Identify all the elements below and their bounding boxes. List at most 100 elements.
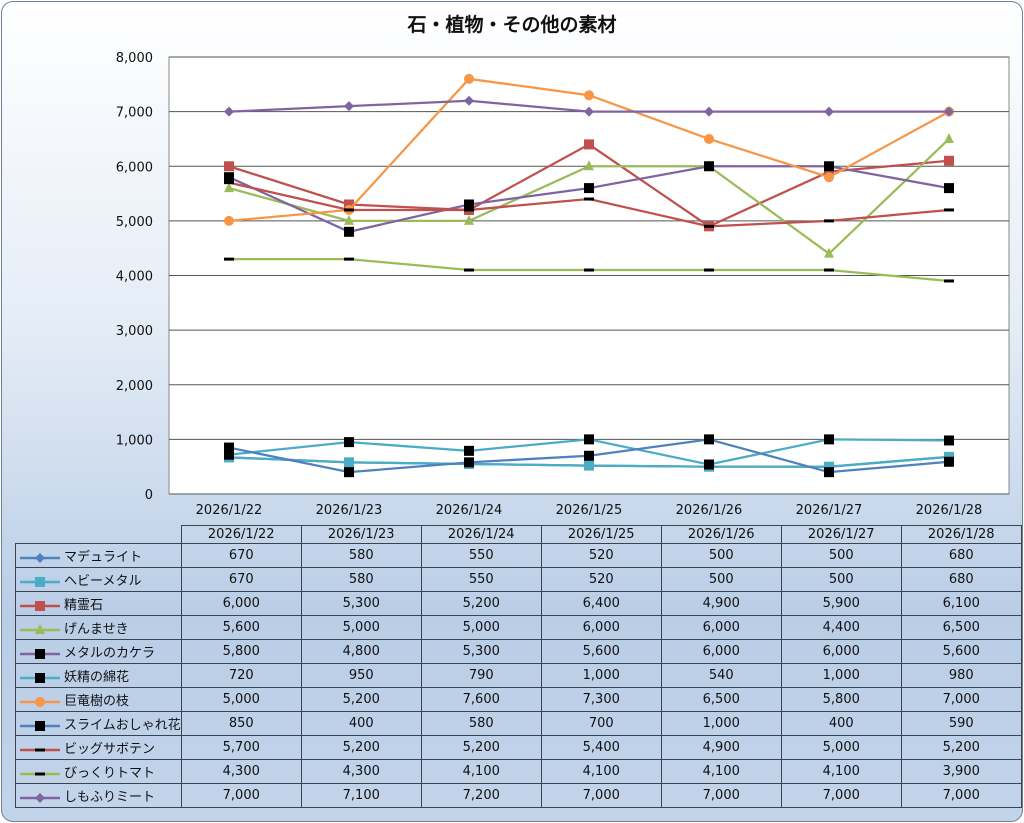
y-tick-label: 7,000	[116, 106, 153, 121]
legend-key-circle-icon	[20, 696, 60, 707]
value-cell: 5,300	[420, 639, 542, 664]
legend-cell: マデュライト	[15, 543, 182, 568]
value-cell: 4,400	[780, 615, 902, 640]
series-9	[224, 181, 954, 228]
column-header: 2026/1/25	[540, 525, 662, 544]
value-cell: 580	[300, 567, 422, 592]
series-name: 妖精の綿花	[64, 670, 130, 685]
data-point	[464, 208, 474, 212]
table-row: 妖精の綿花 720 950 790 1,000 540 1,000 980	[15, 663, 1022, 688]
data-point	[824, 219, 834, 223]
data-point	[464, 445, 474, 456]
y-tick-label: 0	[145, 488, 153, 503]
y-tick-label: 3,000	[116, 324, 153, 339]
value-cell: 7,600	[420, 687, 542, 712]
value-cell: 670	[180, 567, 302, 592]
data-table: 2026/1/22 2026/1/23 2026/1/24 2026/1/25 2026…	[15, 525, 1022, 808]
value-cell: 680	[900, 567, 1022, 592]
value-cell: 7,000	[180, 783, 302, 808]
data-point	[584, 460, 594, 471]
value-cell: 4,100	[420, 759, 542, 784]
x-tick-label: 2026/1/23	[316, 503, 383, 518]
x-tick-label: 2026/1/25	[556, 503, 623, 518]
data-point	[824, 268, 834, 272]
value-cell: 7,000	[900, 783, 1022, 808]
value-cell: 7,000	[780, 783, 902, 808]
value-cell: 7,100	[300, 783, 422, 808]
value-cell: 4,300	[180, 759, 302, 784]
column-header: 2026/1/28	[900, 525, 1022, 544]
data-point	[584, 160, 594, 171]
data-point	[224, 182, 234, 193]
data-point	[584, 139, 594, 150]
data-point	[944, 456, 954, 467]
y-tick-label: 1,000	[116, 433, 153, 448]
data-point	[464, 214, 474, 225]
data-point	[224, 161, 234, 172]
data-point	[224, 449, 234, 460]
table-row: 巨竜樹の枝 5,000 5,200 7,600 7,300 6,500 5,800 7,000	[15, 687, 1022, 712]
value-cell: 6,000	[780, 639, 902, 664]
column-header: 2026/1/22	[180, 525, 302, 544]
data-point	[224, 172, 234, 183]
value-cell: 7,000	[540, 783, 662, 808]
data-point	[944, 279, 954, 283]
value-cell: 6,500	[660, 687, 782, 712]
table-row: しもふりミート 7,000 7,100 7,200 7,000 7,000 7,000 7,0…	[15, 783, 1022, 808]
value-cell: 5,600	[540, 639, 662, 664]
legend-key-square-icon	[20, 648, 60, 659]
legend-cell: びっくりトマト	[15, 759, 182, 784]
data-point	[344, 101, 354, 112]
legend-cell: げんませき	[15, 615, 182, 640]
data-point	[344, 467, 354, 478]
legend-key-square-icon	[20, 600, 60, 611]
data-point	[824, 461, 834, 472]
value-cell: 5,800	[180, 639, 302, 664]
x-tick-label: 2026/1/26	[676, 503, 743, 518]
data-point	[584, 450, 594, 461]
legend-key-dash-icon	[20, 748, 60, 751]
data-point	[464, 268, 474, 272]
data-point	[224, 106, 234, 117]
table-corner	[15, 525, 182, 544]
value-cell: 590	[900, 711, 1022, 736]
data-point	[344, 257, 354, 261]
y-tick-label: 6,000	[116, 160, 153, 175]
data-point	[824, 247, 834, 258]
series-name: げんませき	[64, 622, 129, 637]
value-cell: 500	[780, 543, 902, 568]
value-cell: 7,300	[540, 687, 662, 712]
table-row: げんませき 5,600 5,000 5,000 6,000 6,000 4,400 6,500	[15, 615, 1022, 640]
column-header: 2026/1/23	[300, 525, 422, 544]
value-cell: 680	[900, 543, 1022, 568]
value-cell: 550	[420, 543, 542, 568]
data-point	[464, 199, 474, 210]
value-cell: 540	[660, 663, 782, 688]
series-6	[224, 434, 954, 470]
value-cell: 4,100	[780, 759, 902, 784]
legend-key-diamond-icon	[20, 792, 60, 803]
data-point	[224, 181, 234, 185]
series-name: メタルのカケラ	[64, 646, 156, 661]
value-cell: 790	[420, 663, 542, 688]
y-tick-label: 5,000	[116, 215, 153, 230]
value-cell: 5,800	[780, 687, 902, 712]
legend-key-dash-icon	[20, 772, 60, 775]
y-tick-label: 4,000	[116, 270, 153, 285]
value-cell: 6,000	[180, 591, 302, 616]
value-cell: 950	[300, 663, 422, 688]
legend-cell: スライムおしゃれ花	[15, 711, 182, 736]
data-point	[464, 457, 474, 468]
legend-key-square-icon	[20, 720, 60, 731]
data-point	[944, 208, 954, 212]
data-point	[944, 132, 954, 143]
value-cell: 4,300	[300, 759, 422, 784]
series-11	[224, 95, 954, 117]
table-row: ビッグサボテン 5,700 5,200 5,200 5,400 4,900 5,000 5,2…	[15, 735, 1022, 760]
data-point	[704, 459, 714, 470]
series-name: 精霊石	[64, 598, 104, 613]
table-row: ヘビーメタル 670 580 550 520 500 500 680	[15, 567, 1022, 592]
value-cell: 1,000	[780, 663, 902, 688]
value-cell: 5,000	[180, 687, 302, 712]
value-cell: 4,900	[660, 735, 782, 760]
